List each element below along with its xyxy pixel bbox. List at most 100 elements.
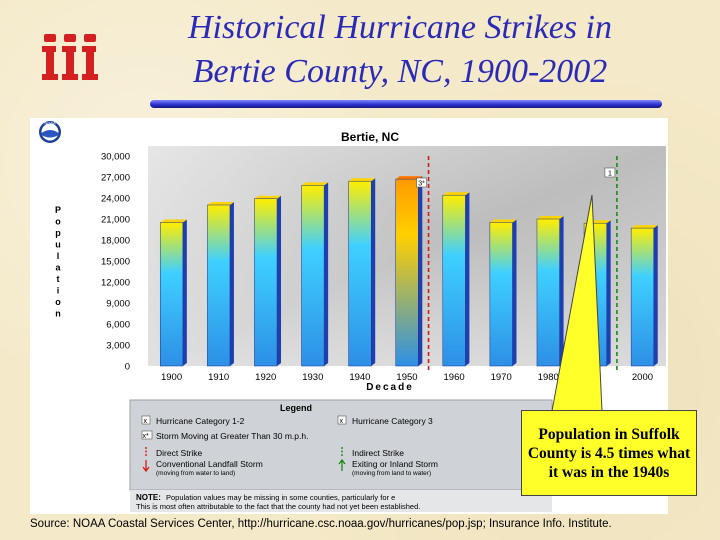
y-axis-title-letter: t [57,274,60,284]
bar-side [465,192,470,366]
callout-text: Population in Suffolk County is 4.5 time… [527,425,691,481]
bar-1920 [254,195,282,367]
title-line-1: Historical Hurricane Strikes in [187,9,613,46]
bar-1930 [301,182,329,367]
y-axis-title-letter: P [55,205,61,215]
bar-top [395,176,423,180]
y-tick-label: 24,000 [101,194,130,205]
y-tick-label: 9,000 [106,299,130,310]
bar-top [160,219,187,223]
bar-face [159,222,184,367]
legend-symbol-fast [141,430,153,440]
y-axis-title-letter: n [55,309,61,319]
bar-side [324,182,329,366]
bar-2000 [630,225,658,367]
bar-side [229,202,234,366]
y-tick-label: 15,000 [101,257,130,268]
legend-symbol-cat12 [141,415,151,425]
legend-item-landfall: Conventional Landfall Storm [156,459,263,469]
bar-face [583,222,607,367]
legend: Legend x Hurricane Category 1-2 x Hurric… [129,399,553,491]
y-axis-title-letter: l [57,251,60,261]
y-tick-label: 12,000 [101,278,130,289]
x-tick-label: 1970 [491,372,512,383]
bar-side [277,195,282,366]
chart-title: Bertie, NC [341,130,399,144]
x-tick-label: 1910 [208,372,229,383]
bar-face [254,198,278,367]
callout-box: Population in Suffolk County is 4.5 time… [521,410,697,496]
x-tick-label: 1930 [302,372,323,383]
legend-symbol-cat3 [337,415,347,425]
bar-side [606,220,611,366]
x-tick-label: 1980 [538,372,559,383]
bar-face [301,185,325,367]
iii-logo-icon [42,34,98,80]
bar-side [559,216,564,366]
bar-top [442,192,470,196]
legend-item-fast: Storm Moving at Greater Than 30 m.p.h. [156,431,308,441]
bar-1910 [207,202,234,367]
y-tick-label: 6,000 [106,320,130,331]
y-axis-title-letter: o [55,297,61,307]
bar-face [536,218,560,367]
legend-title: Legend [280,403,312,413]
strike-label: 3* [418,181,425,188]
bar-side [512,219,517,366]
legend-exiting-arrow-icon [338,458,346,471]
x-tick-labels: 1900 1910 1920 1930 1940 1950 1960 1970 1980 2000 [161,372,653,383]
y-tick-label: 30,000 [101,152,130,163]
bar-top [348,178,376,182]
legend-symbol-text: x [144,418,148,425]
bar-side [371,178,376,366]
strike-markers: 3* 1 [416,156,618,370]
bar-side [653,225,658,366]
y-axis-title-letter: a [55,263,61,273]
legend-symbol-text: x* [143,433,150,440]
bar-top [536,216,564,219]
bar-top [254,195,282,199]
legend-item-cat3: Hurricane Category 3 [352,416,433,426]
bar-face [630,227,655,367]
bar-face [348,180,372,367]
x-tick-label: 1900 [161,372,182,383]
strike-box [604,167,616,178]
legend-symbol-text: x [340,418,344,425]
slide-title: Historical Hurricane Strikes in Bertie C… [120,6,680,94]
bar-1970 [489,219,517,367]
y-tick-label: 18,000 [101,236,130,247]
y-tick-labels: 0 3,000 6,000 9,000 12,000 15,000 18,000 21,000… [101,152,130,373]
bar-top [584,220,611,224]
bar-face [442,194,466,367]
note-line-1: Population values may be missing in some… [166,493,395,502]
legend-item-direct: Direct Strike [156,448,203,458]
x-tick-label: 1920 [255,372,276,383]
bar-1990 [583,220,611,367]
bar-face [207,204,231,367]
legend-item-indirect: Indirect Strike [352,448,404,458]
bar-top [489,219,517,223]
y-axis-title-letter: p [55,228,61,238]
x-tick-label: 2000 [632,372,653,383]
title-line-2: Bertie County, NC, 1900-2002 [192,53,608,90]
strike-label: 1 [608,171,612,178]
bar-top [631,225,658,229]
bar-top [301,182,329,186]
bar-1940 [348,178,376,367]
strike-box [416,177,427,188]
legend-item-exiting-sub: (moving from land to water) [352,470,431,477]
y-tick-label: 21,000 [101,215,130,226]
bar-side [418,176,423,366]
bar-face [489,222,513,367]
bar-top [207,202,234,205]
noaa-logo-text: NOAA [44,121,56,126]
y-tick-label: 27,000 [101,173,130,184]
bar-1980 [536,216,564,367]
y-tick-label: 3,000 [106,341,130,352]
bar-1950 [395,176,423,367]
x-axis-title: Decade [366,382,414,393]
bar-face [395,178,419,367]
y-axis-title-letter: u [55,240,61,250]
bar-1900 [159,219,187,367]
